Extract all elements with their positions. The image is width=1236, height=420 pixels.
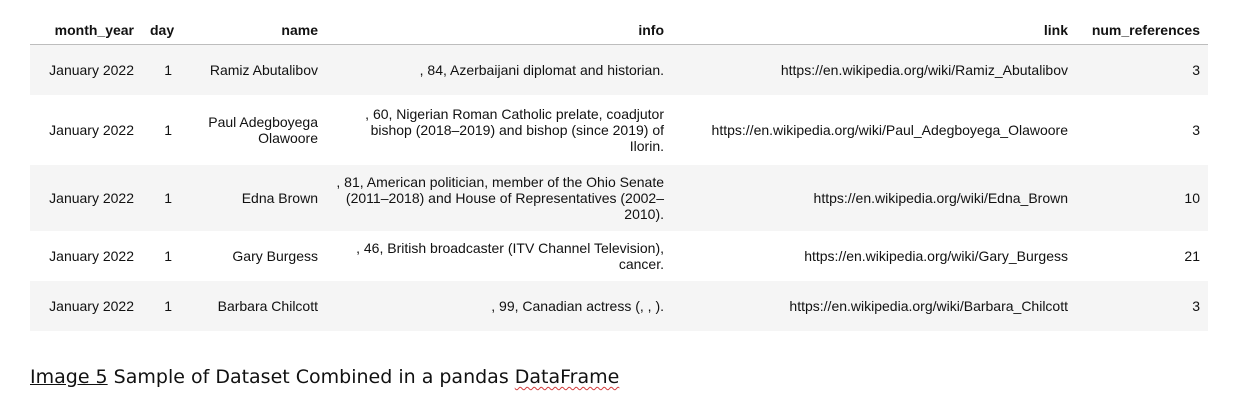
dataframe-table: month_year day name info link num_refere… [30,16,1208,331]
figure-caption: Image 5 Sample of Dataset Combined in a … [30,366,619,388]
column-header-name: name [180,16,326,45]
cell-info: , 81, American politician, member of the… [326,165,672,231]
cell-day: 1 [164,248,172,264]
cell-month-year: January 2022 [30,165,142,231]
column-header-link: link [672,16,1076,45]
cell-name: Paul Adegboyega Olawoore [208,114,318,146]
caption-label: Image 5 [30,366,108,388]
cell-month-year: January 2022 [30,44,142,95]
column-header-info: info [326,16,672,45]
cell-month-year: January 2022 [49,248,134,264]
cell-link: https://en.wikipedia.org/wiki/Barbara_Ch… [672,281,1076,331]
cell-num-references: 3 [1076,44,1208,95]
cell-link: https://en.wikipedia.org/wiki/Paul_Adegb… [711,122,1068,138]
cell-day: 1 [142,165,180,231]
cell-month-year: January 2022 [30,281,142,331]
cell-link: https://en.wikipedia.org/wiki/Edna_Brown [672,165,1076,231]
caption-flagged-word: DataFrame [514,366,620,388]
cell-info: , 46, British broadcaster (ITV Channel T… [356,240,664,272]
cell-name: Edna Brown [180,165,326,231]
cell-day: 1 [164,122,172,138]
cell-num-references: 3 [1192,122,1200,138]
cell-name: Ramiz Abutalibov [180,44,326,95]
cell-name: Barbara Chilcott [180,281,326,331]
cell-info: , 99, Canadian actress (, , ). [326,281,672,331]
column-header-day: day [142,16,180,45]
cell-link: https://en.wikipedia.org/wiki/Gary_Burge… [804,248,1068,264]
dataframe-table-container: month_year day name info link num_refere… [30,16,1208,331]
table-row: January 2022 1 Paul Adegboyega Olawoore … [30,95,1208,165]
table-row: January 2022 1 Gary Burgess , 46, Britis… [30,231,1208,281]
header-row: month_year day name info link num_refere… [30,16,1208,45]
cell-day: 1 [142,281,180,331]
cell-month-year: January 2022 [49,122,134,138]
table-row: January 2022 1 Edna Brown , 81, American… [30,165,1208,231]
cell-info: , 60, Nigerian Roman Catholic prelate, c… [365,106,664,154]
cell-num-references: 21 [1184,248,1200,264]
column-header-month-year: month_year [30,16,142,45]
cell-link: https://en.wikipedia.org/wiki/Ramiz_Abut… [672,44,1076,95]
cell-day: 1 [142,44,180,95]
cell-num-references: 3 [1076,281,1208,331]
cell-info: , 84, Azerbaijani diplomat and historian… [326,44,672,95]
table-row: January 2022 1 Barbara Chilcott , 99, Ca… [30,281,1208,331]
cell-name: Gary Burgess [232,248,318,264]
cell-num-references: 10 [1076,165,1208,231]
caption-text: Sample of Dataset Combined in a pandas [107,366,515,388]
column-header-num-references: num_references [1076,16,1208,45]
table-row: January 2022 1 Ramiz Abutalibov , 84, Az… [30,44,1208,95]
